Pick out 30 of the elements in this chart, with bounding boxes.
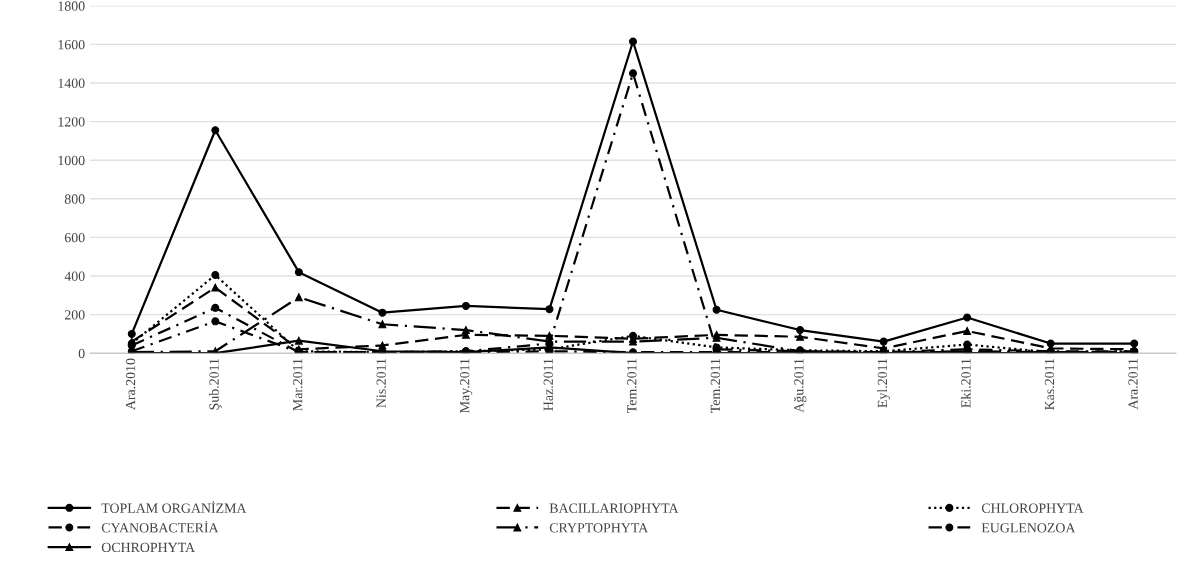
y-tick-label: 200 [64,310,85,320]
x-tick-label: Haz.2011 [543,358,553,411]
legend-label: CYANOBACTERİA [101,520,219,533]
y-tick-label: 400 [64,271,85,281]
y-tick-label: 1000 [58,155,85,166]
y-tick-label: 1600 [58,39,85,50]
y-tick-label: 1800 [58,1,85,11]
x-tick-label: Nis.2011 [376,358,386,408]
x-tick-label: Tem.2011 [627,358,637,414]
legend-label: CHLOROPHYTA [981,503,1084,513]
x-tick-label: Ağu.2011 [793,358,807,413]
y-tick-label: 1200 [58,117,85,127]
legend-label: EUGLENOZOA [981,523,1076,533]
x-tick-label: Ara.2011 [1128,358,1138,410]
y-tick-label: 800 [64,194,85,204]
y-tick-label: 600 [64,232,85,243]
x-tick-label: Mar.2011 [292,358,303,411]
x-tick-label: Ara.2010 [125,358,136,410]
x-tick-label: Kas.2011 [1044,358,1055,410]
y-tick-label: 0 [78,348,85,359]
x-tick-label: Eki.2011 [960,358,971,408]
legend-label: TOPLAM ORGANİZMA [101,501,247,513]
legend-label: CRYPTOPHYTA [549,523,649,533]
x-tick-label: May.2011 [459,358,473,413]
y-tick-label: 1400 [58,78,85,88]
legend-label: OCHROPHYTA [101,542,195,553]
legend-label: BACILLARIOPHYTA [549,503,679,513]
x-tick-label: Eyl.2011 [877,358,890,408]
x-tick-label: Tem.2011 [710,358,721,414]
x-tick-label: Şub.2011 [209,358,222,410]
